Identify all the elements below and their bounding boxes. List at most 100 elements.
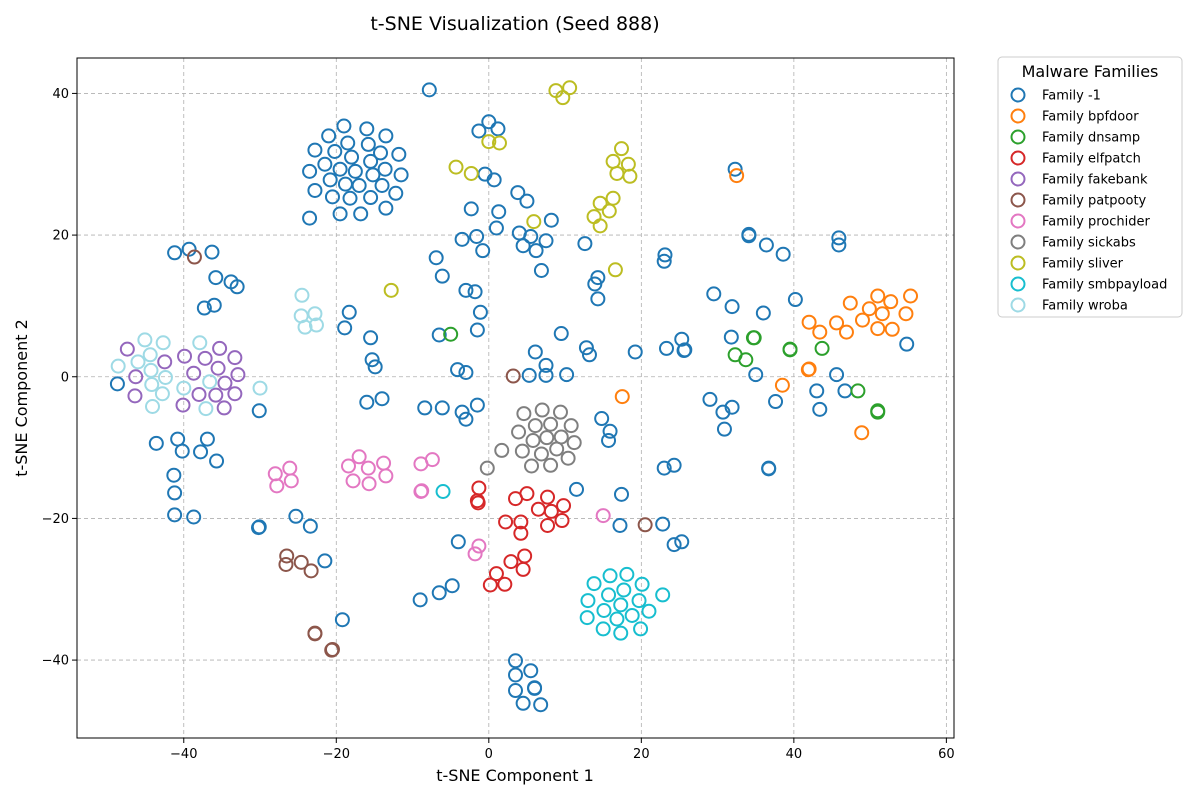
data-point <box>283 473 299 489</box>
y-tick-label: 40 <box>52 87 69 102</box>
data-point <box>505 368 521 384</box>
data-point <box>144 399 160 414</box>
data-point <box>842 295 858 311</box>
data-point <box>530 501 546 517</box>
data-point <box>657 247 673 263</box>
data-point <box>539 430 555 446</box>
data-point <box>861 301 877 317</box>
data-point <box>374 391 390 407</box>
data-point <box>210 360 226 376</box>
data-point <box>511 424 527 440</box>
data-point <box>463 201 479 217</box>
legend-marker <box>1010 108 1026 124</box>
legend-label: Family sliver <box>1042 257 1124 272</box>
data-point <box>612 518 628 533</box>
data-point <box>556 498 572 514</box>
data-point <box>809 383 825 399</box>
data-point <box>479 460 495 476</box>
data-point <box>351 178 367 193</box>
data-point <box>525 433 541 448</box>
data-point <box>202 374 218 390</box>
data-point <box>428 250 444 266</box>
data-point <box>538 357 554 373</box>
data-point <box>729 168 745 184</box>
data-point <box>527 418 543 434</box>
data-point <box>186 365 202 381</box>
data-point <box>196 300 212 316</box>
data-point <box>391 146 407 162</box>
data-point <box>761 461 777 477</box>
data-point <box>524 458 540 474</box>
y-tick-label: 20 <box>52 229 69 244</box>
data-point <box>143 362 159 378</box>
data-point <box>854 312 870 328</box>
data-point <box>463 165 479 181</box>
data-point <box>167 507 183 523</box>
data-point <box>481 134 497 150</box>
data-point <box>627 344 643 360</box>
data-point <box>324 642 340 658</box>
legend-label: Family fakebank <box>1042 173 1148 188</box>
legend: Malware Families Family -1 Family bpfdoor… <box>997 56 1183 318</box>
data-point <box>523 229 539 244</box>
data-point <box>157 369 173 385</box>
data-point <box>619 566 635 582</box>
data-point <box>513 525 529 541</box>
data-point <box>482 577 498 593</box>
data-point <box>609 611 625 627</box>
data-point <box>605 153 621 169</box>
data-point <box>526 214 542 230</box>
data-point <box>543 212 559 228</box>
data-point <box>208 387 224 403</box>
data-point <box>217 375 233 391</box>
legend-label: Family smbpayload <box>1042 278 1167 293</box>
legend-marker <box>1010 171 1026 187</box>
data-point <box>110 358 126 374</box>
data-point <box>208 270 224 286</box>
data-points <box>109 80 919 713</box>
data-point <box>613 625 629 641</box>
data-point <box>837 383 853 399</box>
legend-label: Family wroba <box>1042 299 1128 314</box>
data-point <box>317 553 333 569</box>
data-point <box>590 291 606 307</box>
legend-marker <box>1010 297 1026 313</box>
data-point <box>605 190 621 206</box>
data-point <box>616 582 632 598</box>
legend-marker <box>1010 234 1026 250</box>
legend-box <box>997 56 1183 318</box>
data-point <box>613 597 629 613</box>
data-point <box>204 244 220 260</box>
data-point <box>706 286 722 302</box>
legend-title: Malware Families <box>1022 62 1159 81</box>
data-point <box>192 335 208 351</box>
x-tick-label: −40 <box>170 747 197 762</box>
data-point <box>631 593 647 609</box>
legend-marker <box>1010 87 1026 103</box>
x-tick-label: 60 <box>938 747 955 762</box>
data-point <box>874 306 890 322</box>
data-point <box>563 418 579 434</box>
data-point <box>209 453 225 469</box>
data-point <box>903 288 919 304</box>
data-point <box>278 556 294 572</box>
data-point <box>723 329 739 345</box>
data-point <box>775 246 791 262</box>
data-point <box>587 276 603 292</box>
data-point <box>614 141 630 157</box>
data-point <box>288 508 304 524</box>
x-axis-title: t-SNE Component 1 <box>436 766 594 785</box>
data-point <box>716 421 732 437</box>
data-point <box>424 452 440 468</box>
data-point <box>488 220 504 236</box>
data-point <box>870 404 886 420</box>
data-point <box>469 229 485 244</box>
data-point <box>519 486 535 502</box>
data-point <box>279 548 295 564</box>
data-point <box>594 411 610 427</box>
data-point <box>538 233 554 249</box>
data-point <box>388 185 404 201</box>
data-point <box>491 135 507 151</box>
data-point <box>302 518 318 534</box>
